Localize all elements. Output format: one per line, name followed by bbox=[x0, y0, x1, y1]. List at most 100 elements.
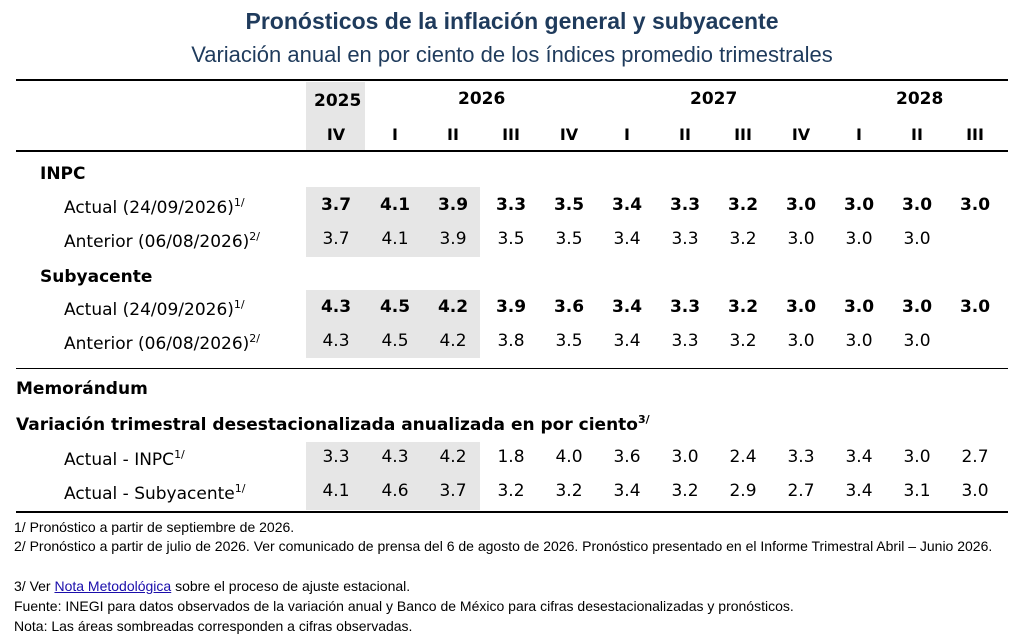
row-label-text: Actual - Subyacente bbox=[64, 484, 235, 504]
table-cell: 4.5 bbox=[379, 297, 411, 317]
table-cell: 3.7 bbox=[320, 195, 352, 215]
table-cell: 3.0 bbox=[903, 447, 931, 467]
table-cell: 3.2 bbox=[729, 229, 757, 249]
footnote-3-prefix: 3/ Ver bbox=[14, 578, 55, 594]
footnote-2: 2/ Pronóstico a partir de julio de 2026.… bbox=[14, 538, 993, 554]
table-cell: 3.4 bbox=[611, 297, 643, 317]
quarter-header: III bbox=[966, 125, 984, 144]
row-label-note: 2/ bbox=[249, 230, 261, 243]
table-cell: 4.0 bbox=[555, 447, 583, 467]
shade-memorandum bbox=[306, 442, 480, 510]
header-rule bbox=[16, 150, 1008, 152]
table-cell: 3.4 bbox=[613, 481, 641, 501]
table-cell: 3.0 bbox=[845, 229, 873, 249]
table-cell: 4.1 bbox=[322, 481, 350, 501]
table-cell: 3.4 bbox=[845, 481, 873, 501]
section-variacion-text: Variación trimestral desestacionalizada … bbox=[16, 415, 638, 435]
table-cell: 3.4 bbox=[613, 331, 641, 351]
row-label-text: Anterior (06/08/2026) bbox=[64, 232, 250, 252]
quarter-header: III bbox=[734, 125, 752, 144]
table-cell: 3.3 bbox=[669, 297, 701, 317]
section-inpc: INPC bbox=[40, 164, 86, 184]
nota-metodologica-link[interactable]: Nota Metodológica bbox=[54, 578, 172, 594]
shade-inpc bbox=[306, 187, 480, 257]
table-cell: 4.2 bbox=[437, 297, 469, 317]
table-cell: 3.3 bbox=[669, 195, 701, 215]
table-cell: 3.6 bbox=[553, 297, 585, 317]
quarter-header: I bbox=[624, 125, 630, 144]
table-cell: 2.7 bbox=[787, 481, 815, 501]
table-cell: 3.0 bbox=[785, 297, 817, 317]
page-subtitle: Variación anual en por ciento de los índ… bbox=[191, 42, 833, 67]
table-cell: 2.7 bbox=[961, 447, 989, 467]
quarter-header: I bbox=[856, 125, 862, 144]
table-cell: 3.2 bbox=[729, 331, 757, 351]
table-cell: 3.3 bbox=[671, 229, 699, 249]
table-cell: 3.2 bbox=[555, 481, 583, 501]
table-cell: 3.0 bbox=[671, 447, 699, 467]
table-cell: 3.0 bbox=[845, 331, 873, 351]
row-label: Actual (24/09/2026)1/ bbox=[64, 299, 245, 319]
table-cell: 3.3 bbox=[495, 195, 527, 215]
quarter-header: III bbox=[502, 125, 520, 144]
year-2027: 2027 bbox=[690, 89, 738, 109]
table-cell: 3.3 bbox=[787, 447, 815, 467]
row-label-text: Actual (24/09/2026) bbox=[64, 198, 234, 218]
row-label-text: Anterior (06/08/2026) bbox=[64, 334, 250, 354]
row-label: Anterior (06/08/2026)2/ bbox=[64, 333, 260, 353]
row-label-note: 1/ bbox=[233, 298, 245, 311]
section-subyacente: Subyacente bbox=[40, 267, 153, 287]
table-cell: 3.7 bbox=[439, 481, 467, 501]
table-cell: 4.3 bbox=[322, 331, 350, 351]
table-cell: 4.1 bbox=[381, 229, 409, 249]
table-cell: 4.2 bbox=[439, 447, 467, 467]
quarter-header: I bbox=[392, 125, 398, 144]
quarter-header: IV bbox=[559, 125, 579, 144]
row-label-text: Actual (24/09/2026) bbox=[64, 300, 234, 320]
quarter-header: II bbox=[679, 125, 691, 144]
table-cell: 3.0 bbox=[787, 229, 815, 249]
footnote-3-suffix: sobre el proceso de ajuste estacional. bbox=[171, 578, 411, 594]
table-cell: 3.0 bbox=[961, 481, 989, 501]
section-variacion: Variación trimestral desestacionalizada … bbox=[16, 414, 650, 434]
shade-header-2025 bbox=[306, 82, 365, 150]
footnote-nota: Nota: Las áreas sombreadas corresponden … bbox=[14, 618, 413, 634]
row-label: Actual - INPC1/ bbox=[64, 449, 185, 469]
row-label-note: 1/ bbox=[174, 448, 185, 461]
table-cell: 3.4 bbox=[845, 447, 873, 467]
table-cell: 4.1 bbox=[379, 195, 411, 215]
table-cell: 3.9 bbox=[437, 195, 469, 215]
table-cell: 4.3 bbox=[320, 297, 352, 317]
shade-subyacente bbox=[306, 290, 480, 358]
row-label: Actual - Subyacente1/ bbox=[64, 483, 245, 503]
table-cell: 3.0 bbox=[843, 195, 875, 215]
quarter-header: II bbox=[447, 125, 459, 144]
table-cell: 3.4 bbox=[613, 229, 641, 249]
table-cell: 3.5 bbox=[553, 195, 585, 215]
table-cell: 3.0 bbox=[843, 297, 875, 317]
table-cell: 3.1 bbox=[903, 481, 931, 501]
row-label-note: 1/ bbox=[234, 482, 246, 495]
table-cell: 3.0 bbox=[901, 297, 933, 317]
table-cell: 3.2 bbox=[727, 297, 759, 317]
table-cell: 2.4 bbox=[729, 447, 757, 467]
table-cell: 3.8 bbox=[497, 331, 525, 351]
table-cell: 3.0 bbox=[959, 195, 991, 215]
row-label: Actual (24/09/2026)1/ bbox=[64, 197, 245, 217]
row-label-note: 1/ bbox=[233, 196, 245, 209]
table-cell: 3.3 bbox=[671, 331, 699, 351]
table-cell: 4.3 bbox=[381, 447, 409, 467]
table-cell: 3.0 bbox=[901, 195, 933, 215]
footnote-3: 3/ Ver Nota Metodológica sobre el proces… bbox=[14, 578, 1012, 595]
section-variacion-note: 3/ bbox=[638, 413, 650, 426]
table-cell: 3.7 bbox=[322, 229, 350, 249]
quarter-header: IV bbox=[791, 125, 811, 144]
table-cell: 3.9 bbox=[439, 229, 467, 249]
table-cell: 3.6 bbox=[613, 447, 641, 467]
table-cell: 3.5 bbox=[555, 229, 583, 249]
table-cell: 3.5 bbox=[497, 229, 525, 249]
bottom-rule bbox=[16, 511, 1008, 513]
table-cell: 3.9 bbox=[495, 297, 527, 317]
table-cell: 3.0 bbox=[903, 229, 931, 249]
table-cell: 1.8 bbox=[497, 447, 525, 467]
